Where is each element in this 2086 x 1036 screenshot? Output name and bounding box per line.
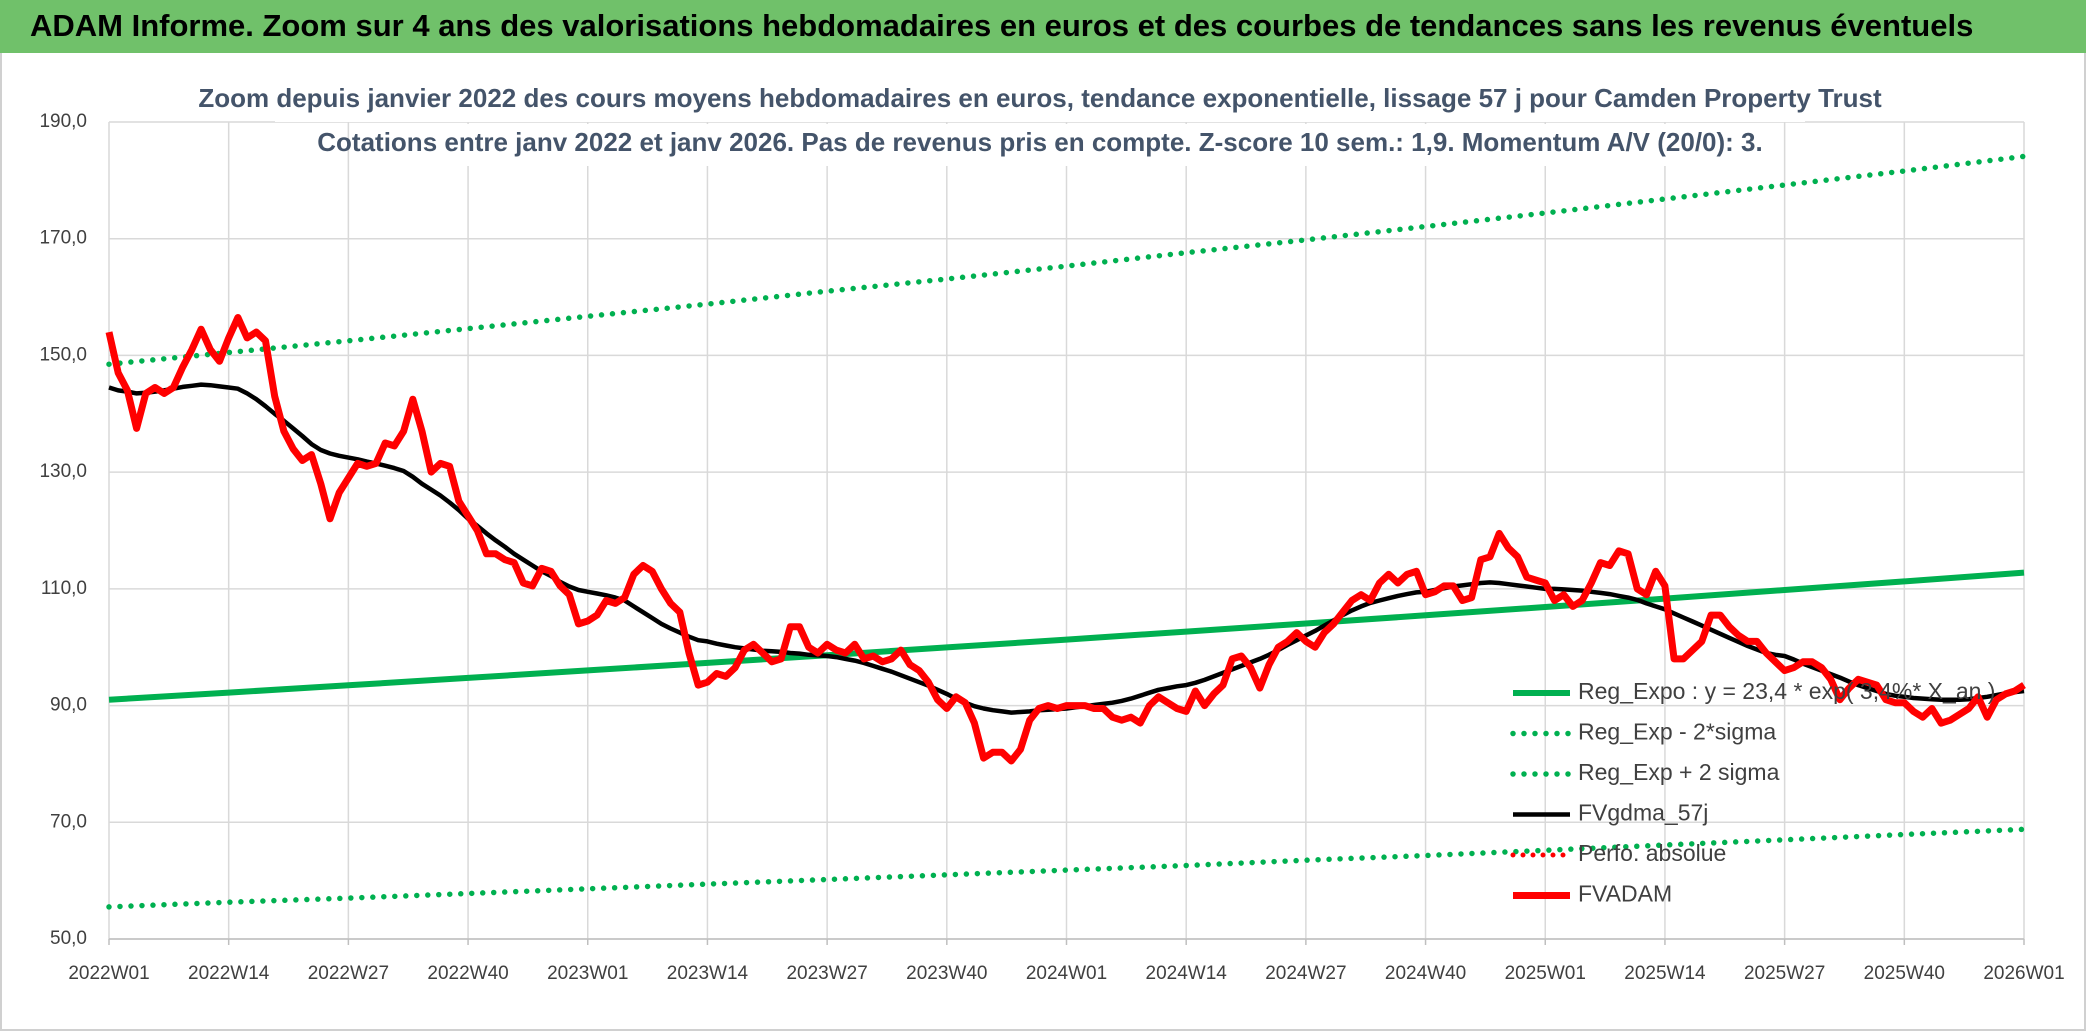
x-tick-label: 2024W14 xyxy=(1146,963,1228,984)
x-tick-label: 2024W40 xyxy=(1385,963,1466,984)
header-title: ADAM Informe. Zoom sur 4 ans des valoris… xyxy=(30,8,1973,43)
x-tick-label: 2025W40 xyxy=(1864,963,1945,984)
series-line xyxy=(106,826,2027,910)
series-line xyxy=(106,153,2027,367)
grid xyxy=(108,121,2025,940)
series-line xyxy=(108,569,2025,703)
header-bar xyxy=(0,0,2086,53)
y-tick-label: 90,0 xyxy=(50,695,87,716)
y-tick-label: 190,0 xyxy=(39,111,87,132)
y-tick-label: 170,0 xyxy=(39,228,87,249)
y-tick-label: 130,0 xyxy=(39,461,87,482)
title-bg xyxy=(275,80,1805,122)
x-tick-label: 2023W27 xyxy=(786,963,867,984)
x-tick-label: 2022W40 xyxy=(427,963,508,984)
legend-label: FVADAM xyxy=(1578,881,1672,907)
legend-label: Reg_Exp + 2 sigma xyxy=(1578,759,1780,785)
x-tick-label: 2023W14 xyxy=(667,963,749,984)
series-line xyxy=(105,314,2026,765)
x-tick-label: 2025W14 xyxy=(1624,963,1706,984)
legend-label: Reg_Exp - 2*sigma xyxy=(1578,719,1776,745)
subtitle-bg xyxy=(370,124,1710,166)
x-tick-label: 2026W01 xyxy=(1983,963,2064,984)
chart-subtitle: Cotations entre janv 2022 et janv 2026. … xyxy=(317,127,1762,157)
legend-label: FVgdma_57j xyxy=(1578,800,1708,826)
x-tick-label: 2022W27 xyxy=(308,963,389,984)
chart-title: Zoom depuis janvier 2022 des cours moyen… xyxy=(198,83,1882,113)
x-tick-label: 2022W14 xyxy=(188,963,270,984)
x-tick-label: 2023W40 xyxy=(906,963,987,984)
x-tick-label: 2024W27 xyxy=(1265,963,1346,984)
y-tick-label: 110,0 xyxy=(41,578,87,599)
x-tick-label: 2023W01 xyxy=(547,963,628,984)
legend-label: Perfo. absolue xyxy=(1578,840,1726,866)
x-tick-label: 2025W27 xyxy=(1744,963,1825,984)
x-tick-label: 2025W01 xyxy=(1505,963,1586,984)
legend-label: Reg_Expo : y = 23,4 * exp( 3,4%* X_an ) xyxy=(1578,678,1995,704)
x-tick-label: 2022W01 xyxy=(68,963,149,984)
y-tick-label: 150,0 xyxy=(39,344,87,365)
y-tick-label: 50,0 xyxy=(50,928,87,949)
x-tick-label: 2024W01 xyxy=(1026,963,1107,984)
y-tick-label: 70,0 xyxy=(50,811,87,832)
